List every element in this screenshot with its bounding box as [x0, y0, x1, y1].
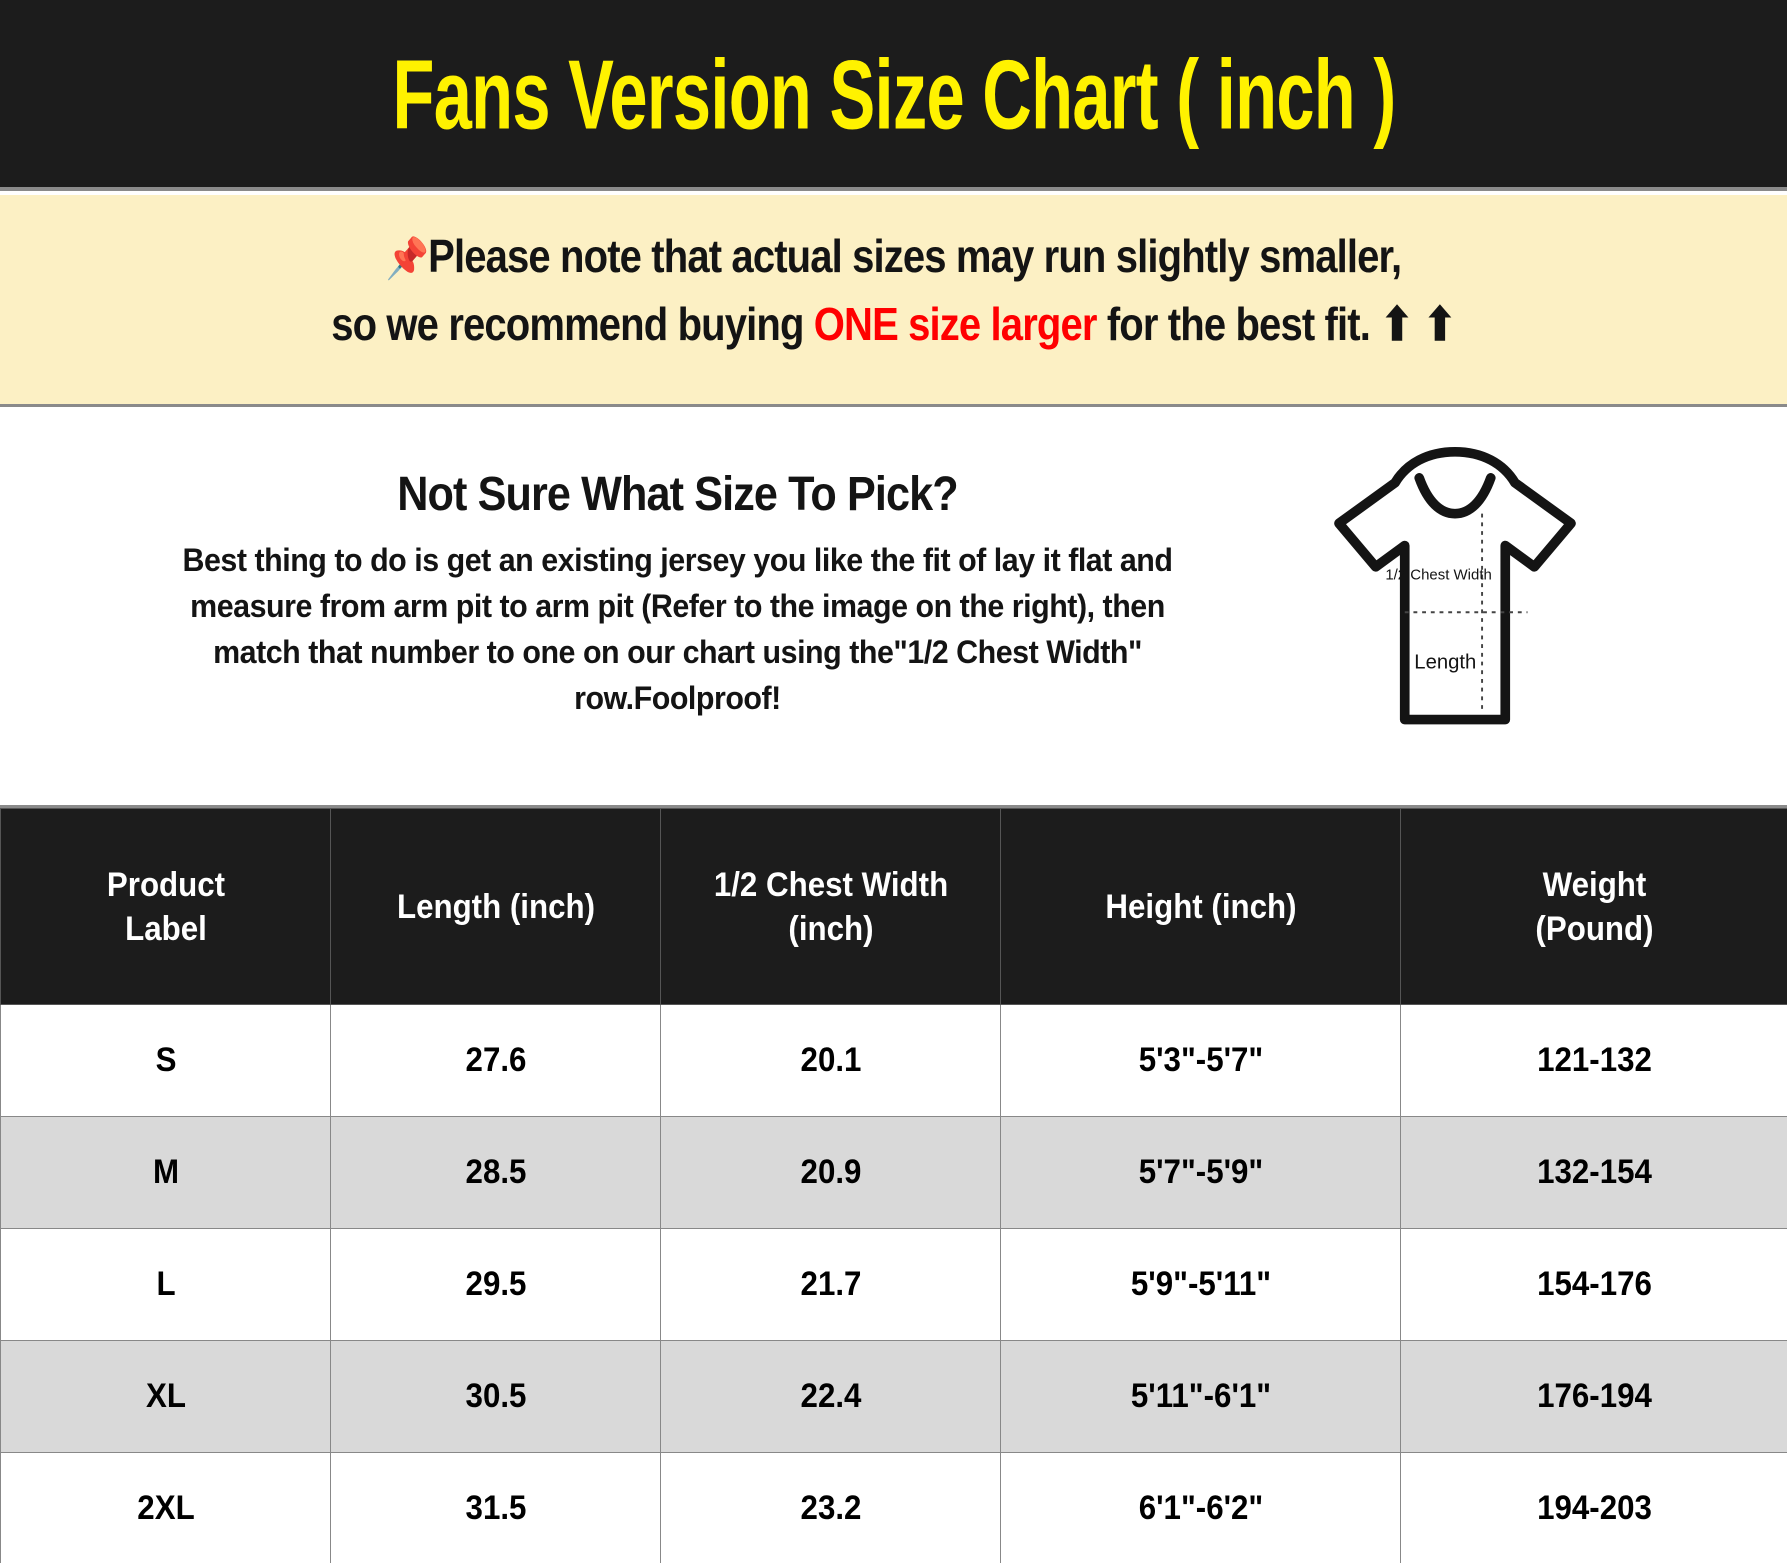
svg-text:1/2 Chest Width: 1/2 Chest Width: [1385, 566, 1492, 583]
svg-text:Length: Length: [1414, 651, 1476, 673]
